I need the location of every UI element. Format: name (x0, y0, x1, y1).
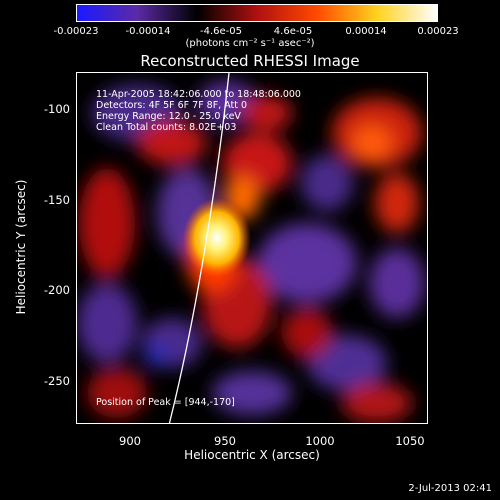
colorbar-tick: -4.6e-05 (200, 26, 242, 37)
colorbar-tick: 0.00014 (345, 26, 387, 37)
image-plot (76, 72, 428, 424)
y-tick: -200 (43, 283, 70, 297)
y-axis-label: Heliocentric Y (arcsec) (14, 179, 28, 315)
x-tick: 1050 (395, 434, 425, 448)
x-tick: 950 (214, 434, 236, 448)
solar-limb (168, 73, 230, 423)
y-tick: -150 (43, 193, 70, 207)
y-tick: -100 (43, 102, 70, 116)
x-tick: 1000 (305, 434, 335, 448)
detectors-label: Detectors: 4F 5F 6F 7F 8F, Att 0 (96, 100, 248, 111)
colorbar-tick: 0.00023 (417, 26, 459, 37)
peak-position-label: Position of Peak = [944,-170] (96, 397, 235, 408)
colorbar-tick: -0.00023 (53, 26, 99, 37)
peak-source (183, 198, 251, 278)
time-range-label: 11-Apr-2005 18:42:06.000 to 18:48:06.000 (96, 89, 301, 100)
x-axis-label: Heliocentric X (arcsec) (184, 448, 320, 462)
x-tick: 900 (119, 434, 141, 448)
image-title: Reconstructed RHESSI Image (140, 52, 360, 70)
energy-range-label: Energy Range: 12.0 - 25.0 keV (96, 111, 241, 122)
rhessi-map (77, 73, 427, 423)
y-tick: -250 (43, 374, 70, 388)
clean-counts-label: Clean Total counts: 8.02E+03 (96, 122, 237, 133)
colorbar-units: (photons cm⁻² s⁻¹ asec⁻²) (185, 38, 315, 49)
colorbar (76, 4, 438, 22)
emission-blobs (77, 81, 425, 423)
colorbar-tick: 4.6e-05 (273, 26, 313, 37)
render-timestamp: 2-Jul-2013 02:41 (408, 483, 492, 494)
colorbar-tick: -0.00014 (125, 26, 171, 37)
